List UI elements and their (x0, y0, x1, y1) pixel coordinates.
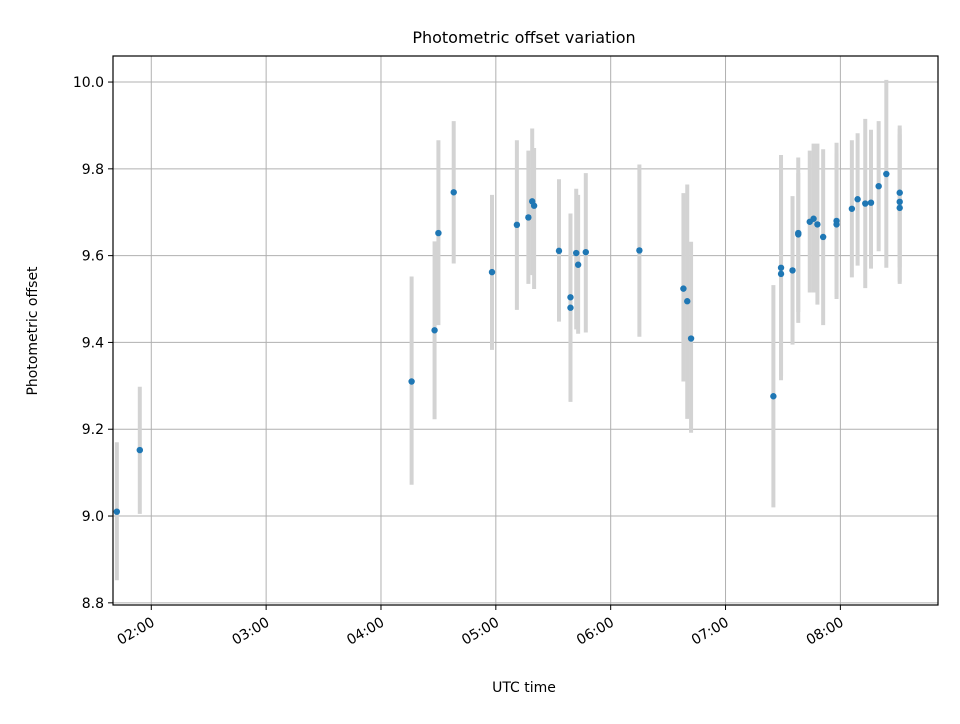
data-points (113, 170, 903, 515)
data-point (582, 248, 589, 256)
data-point (488, 268, 496, 276)
data-point (435, 229, 442, 237)
data-point (567, 304, 574, 311)
data-point (513, 221, 521, 229)
data-point (687, 335, 695, 342)
data-point (680, 285, 687, 292)
data-point (408, 378, 415, 385)
data-point (819, 233, 827, 241)
data-point (530, 202, 538, 209)
data-point (848, 205, 856, 212)
plot-frame (112, 55, 939, 606)
data-point (525, 214, 532, 221)
data-point (574, 261, 582, 268)
y-tick-label: 10.0 (73, 75, 104, 91)
data-point (431, 327, 438, 334)
data-point (883, 170, 890, 178)
data-point (833, 221, 840, 228)
data-point (896, 198, 903, 206)
chart-title: Photometric offset variation (412, 28, 635, 47)
y-tick-label: 9.4 (82, 335, 104, 351)
data-point (770, 393, 777, 400)
data-point (862, 200, 869, 207)
data-point (854, 196, 861, 203)
y-tick-label: 9.0 (82, 509, 104, 525)
data-point (896, 204, 903, 212)
data-point (113, 508, 121, 515)
data-point (814, 221, 821, 228)
y-tick-label: 8.8 (82, 596, 104, 612)
grid-lines (113, 56, 938, 605)
data-point (777, 270, 785, 278)
data-point (573, 249, 580, 257)
data-point (636, 247, 643, 254)
y-axis-label: Photometric offset (25, 266, 41, 396)
data-point (555, 247, 563, 255)
data-point (867, 199, 875, 206)
data-point (777, 264, 785, 271)
y-tick-label: 9.6 (82, 249, 104, 265)
data-point (684, 298, 691, 305)
data-point (810, 215, 817, 222)
y-tick-label: 9.8 (82, 162, 104, 178)
data-point (567, 294, 574, 301)
x-axis-label: UTC time (492, 680, 556, 696)
data-point (795, 229, 802, 237)
data-point (896, 189, 903, 196)
y-tick-label: 9.2 (82, 422, 104, 438)
data-point (136, 446, 143, 454)
data-point (450, 189, 457, 196)
data-point (789, 267, 796, 274)
data-point (875, 182, 882, 190)
